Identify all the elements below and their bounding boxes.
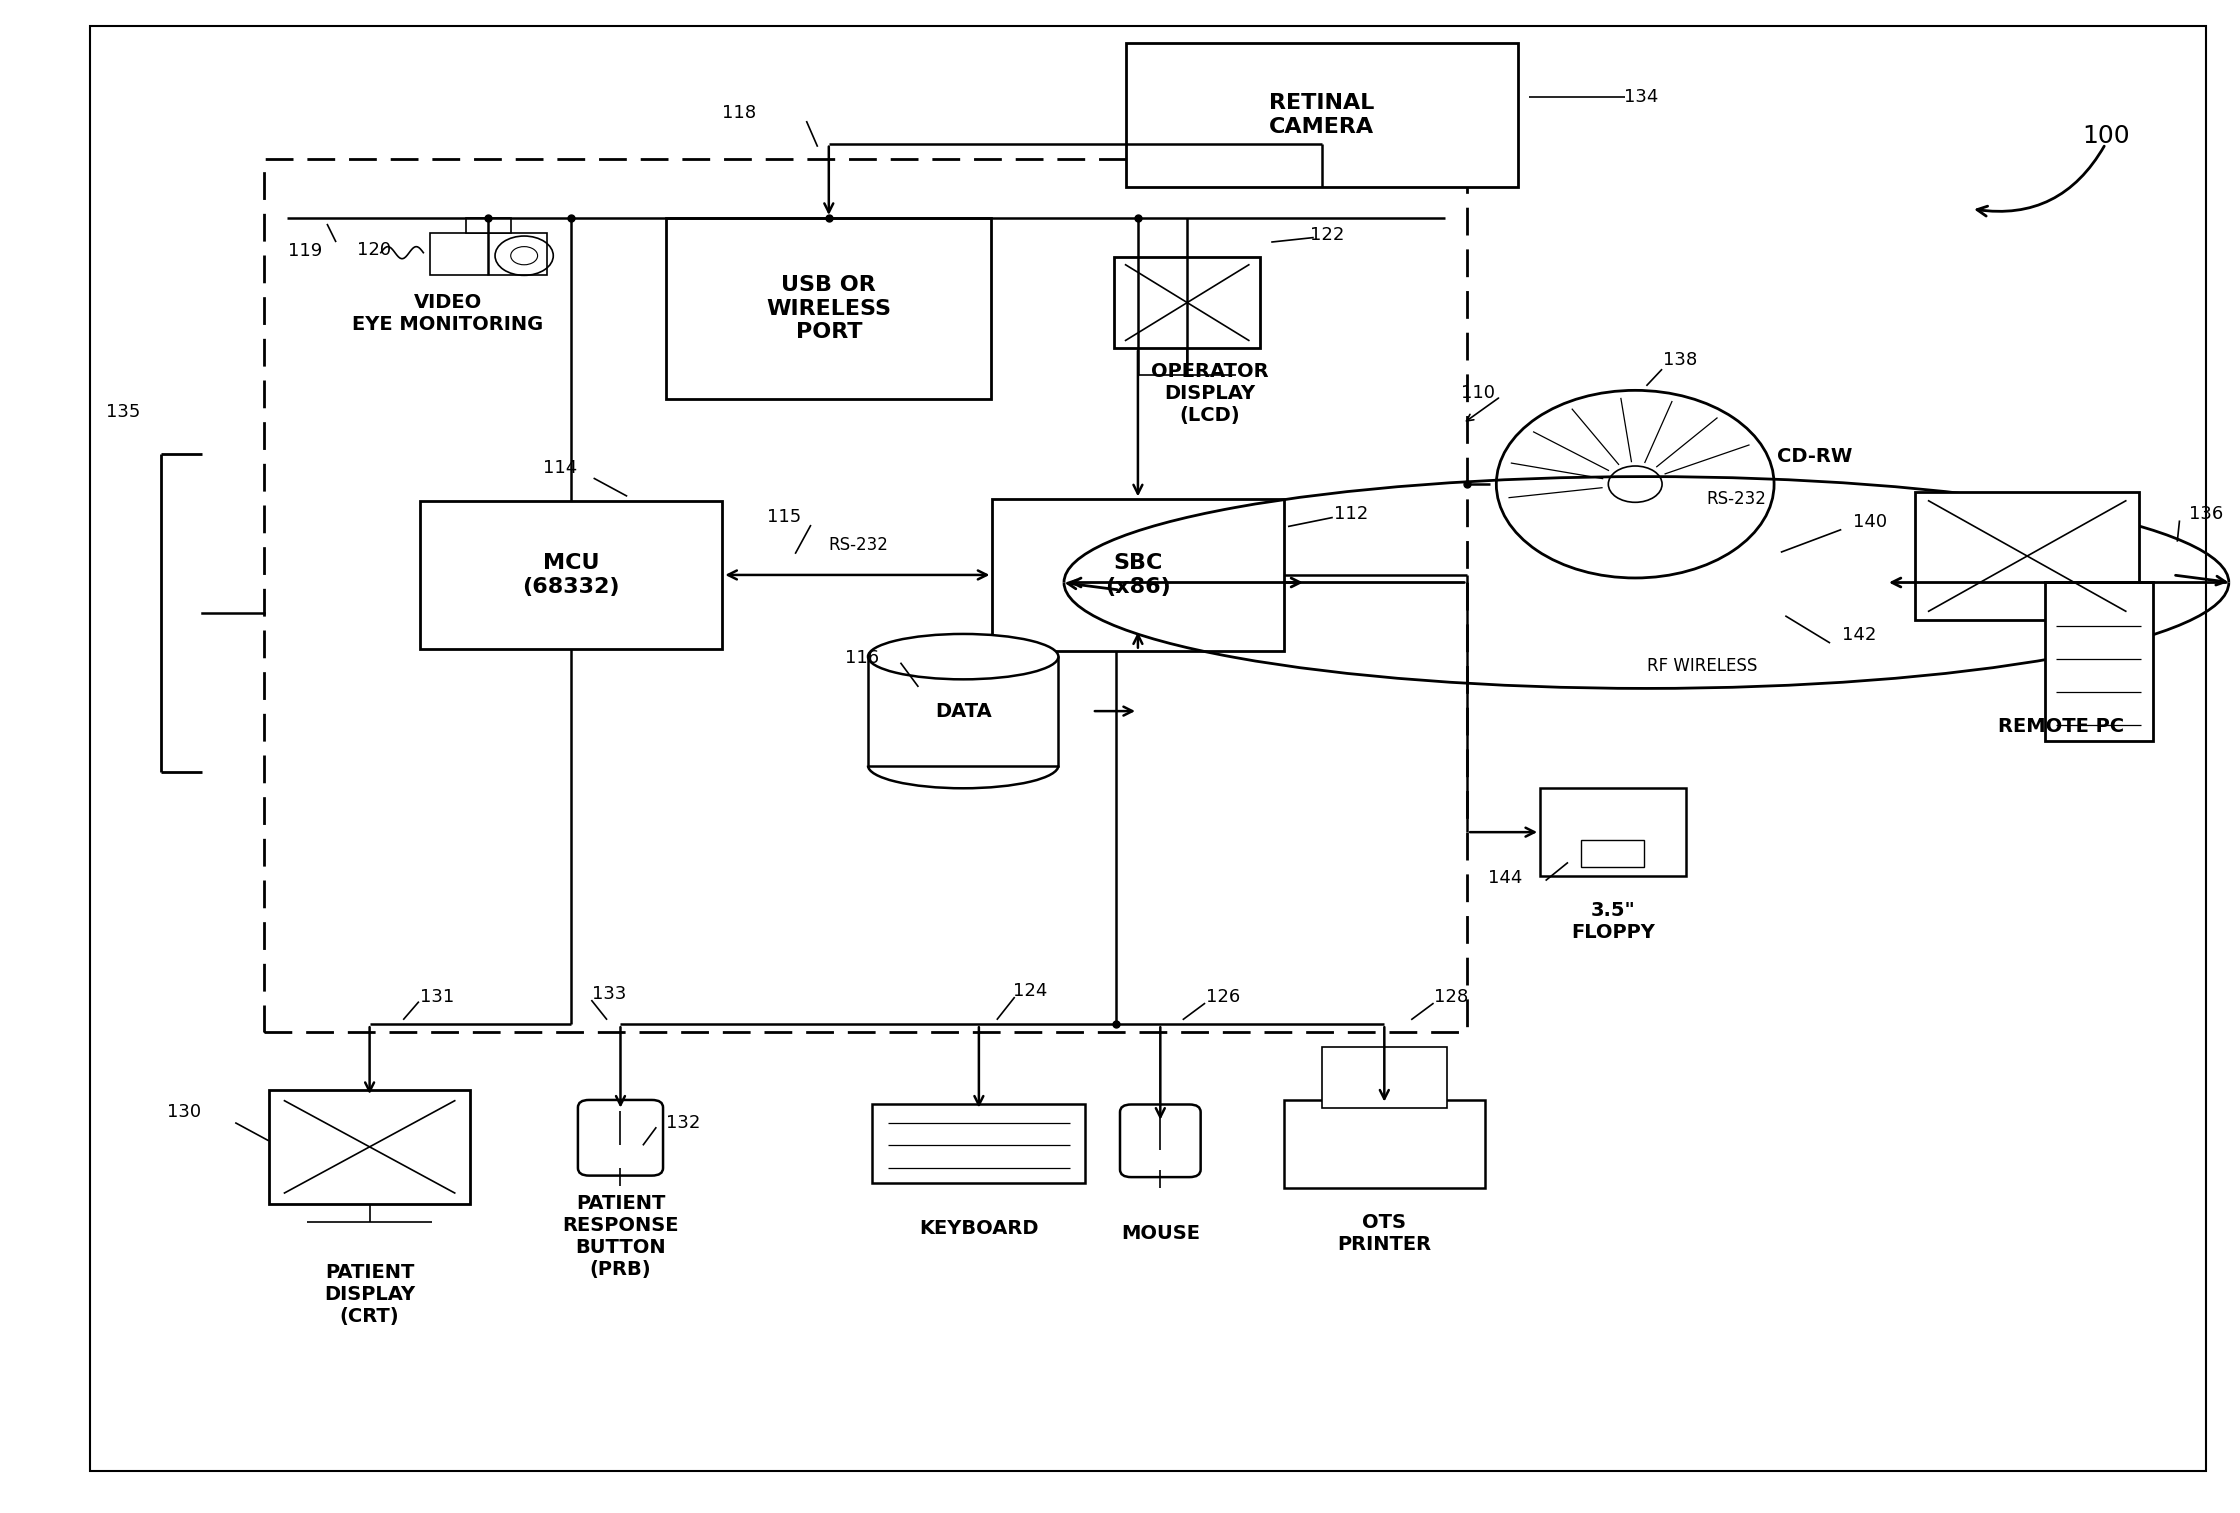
FancyBboxPatch shape xyxy=(578,1100,663,1176)
Bar xyxy=(1915,492,2139,620)
Bar xyxy=(264,159,1467,1032)
Text: RF WIRELESS: RF WIRELESS xyxy=(1646,657,1758,675)
Bar xyxy=(1116,257,1259,348)
Bar xyxy=(466,218,511,233)
Bar xyxy=(869,657,1060,766)
Text: USB OR
WIRELESS
PORT: USB OR WIRELESS PORT xyxy=(766,275,892,342)
Text: RS-232: RS-232 xyxy=(1707,490,1765,508)
Text: 133: 133 xyxy=(591,985,627,1003)
Text: 119: 119 xyxy=(287,242,323,260)
Text: OPERATOR
DISPLAY
(LCD): OPERATOR DISPLAY (LCD) xyxy=(1151,362,1268,425)
Text: 112: 112 xyxy=(1333,505,1369,523)
Text: 144: 144 xyxy=(1487,868,1523,887)
Text: MOUSE: MOUSE xyxy=(1120,1224,1201,1242)
Bar xyxy=(1124,44,1519,186)
Text: MCU
(68332): MCU (68332) xyxy=(522,554,620,596)
Text: 134: 134 xyxy=(1624,88,1658,106)
Text: 132: 132 xyxy=(665,1114,701,1132)
Bar xyxy=(269,1089,470,1204)
Text: 140: 140 xyxy=(1852,513,1888,531)
Text: VIDEO
EYE MONITORING: VIDEO EYE MONITORING xyxy=(352,292,544,334)
Text: 124: 124 xyxy=(1012,982,1048,1000)
Text: RETINAL
CAMERA: RETINAL CAMERA xyxy=(1268,94,1375,136)
Bar xyxy=(430,233,547,275)
Text: 130: 130 xyxy=(166,1103,202,1121)
FancyBboxPatch shape xyxy=(1120,1104,1201,1177)
Bar xyxy=(874,1104,1086,1183)
Text: 136: 136 xyxy=(2188,505,2224,523)
Bar xyxy=(1322,1047,1447,1108)
Text: 131: 131 xyxy=(419,988,455,1006)
Text: 114: 114 xyxy=(542,458,578,477)
Bar xyxy=(2045,583,2153,741)
Text: KEYBOARD: KEYBOARD xyxy=(918,1219,1039,1238)
Text: 135: 135 xyxy=(105,402,141,421)
Bar xyxy=(1581,840,1644,867)
Bar xyxy=(421,501,721,649)
Text: 142: 142 xyxy=(1841,626,1877,645)
Text: 122: 122 xyxy=(1310,225,1344,244)
Text: 126: 126 xyxy=(1205,988,1241,1006)
Bar xyxy=(668,218,990,399)
Text: 138: 138 xyxy=(1662,351,1698,369)
Text: 116: 116 xyxy=(844,649,880,667)
Ellipse shape xyxy=(867,634,1057,679)
Text: PATIENT
RESPONSE
BUTTON
(PRB): PATIENT RESPONSE BUTTON (PRB) xyxy=(562,1194,679,1278)
Text: DATA: DATA xyxy=(934,702,992,720)
Text: SBC
(x86): SBC (x86) xyxy=(1104,554,1172,596)
Text: 100: 100 xyxy=(2081,124,2130,148)
Text: OTS
PRINTER: OTS PRINTER xyxy=(1337,1212,1431,1254)
Text: 120: 120 xyxy=(356,241,392,259)
Text: CD-RW: CD-RW xyxy=(1776,448,1852,466)
Text: REMOTE PC: REMOTE PC xyxy=(1998,717,2124,735)
Bar xyxy=(1541,788,1684,876)
Text: 110: 110 xyxy=(1460,384,1496,402)
Text: PATIENT
DISPLAY
(CRT): PATIENT DISPLAY (CRT) xyxy=(325,1263,414,1325)
Bar xyxy=(1284,1100,1485,1188)
Text: 115: 115 xyxy=(766,508,802,527)
Text: 3.5"
FLOPPY: 3.5" FLOPPY xyxy=(1570,900,1655,943)
Text: RS-232: RS-232 xyxy=(829,536,887,554)
Text: 128: 128 xyxy=(1434,988,1469,1006)
Text: 118: 118 xyxy=(721,104,757,123)
Bar xyxy=(992,499,1284,651)
